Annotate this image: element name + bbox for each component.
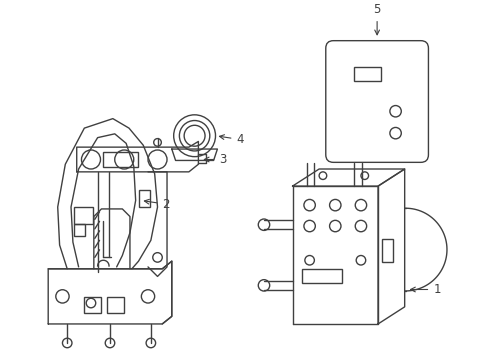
Text: 3: 3 — [204, 153, 226, 166]
Bar — [107, 297, 124, 312]
Text: 2: 2 — [144, 198, 169, 211]
Text: 5: 5 — [373, 3, 380, 35]
Bar — [74, 207, 93, 224]
Bar — [103, 152, 137, 167]
Bar — [138, 190, 150, 207]
Bar — [74, 224, 85, 235]
Text: 4: 4 — [219, 133, 244, 146]
Bar — [381, 239, 392, 262]
Bar — [302, 269, 341, 283]
Text: 1: 1 — [410, 283, 440, 296]
Bar — [354, 67, 380, 81]
Bar — [84, 297, 101, 312]
